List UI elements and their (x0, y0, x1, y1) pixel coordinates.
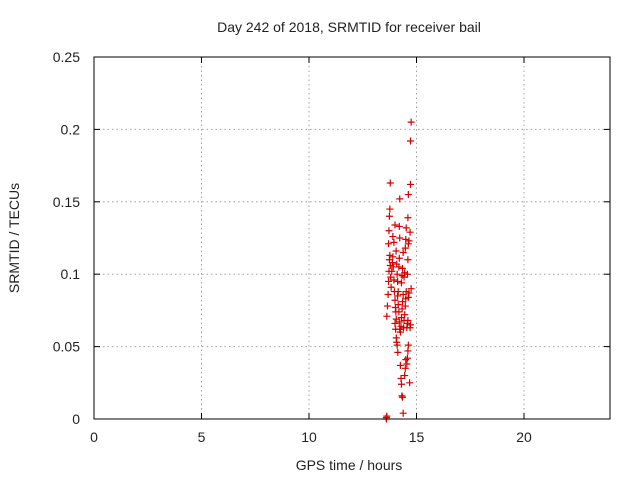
data-point (401, 311, 409, 319)
data-point (384, 290, 392, 298)
data-point (404, 317, 412, 325)
data-point (401, 302, 409, 310)
data-point (393, 341, 401, 349)
x-tick-label: 0 (90, 429, 98, 445)
data-points (382, 118, 415, 423)
data-point (405, 237, 413, 245)
data-point (383, 312, 391, 320)
data-point (395, 263, 403, 271)
data-point (399, 264, 407, 272)
data-point (385, 212, 393, 220)
y-tick-label: 0.1 (61, 266, 81, 282)
data-point (404, 341, 412, 349)
data-point (399, 393, 407, 401)
data-point (397, 380, 405, 388)
data-point (388, 267, 396, 275)
x-tick-label: 5 (198, 429, 206, 445)
data-point (392, 247, 400, 255)
data-point (394, 348, 402, 356)
y-axis-label: SRMTID / TECUs (6, 183, 22, 293)
data-point (406, 137, 414, 145)
data-point (390, 276, 398, 284)
data-point (405, 289, 413, 297)
data-point (403, 360, 411, 368)
data-point (403, 354, 411, 362)
data-point (406, 321, 414, 329)
data-point (404, 214, 412, 222)
x-tick-label: 20 (516, 429, 532, 445)
data-point (404, 293, 412, 301)
data-point (406, 379, 414, 387)
data-point (386, 179, 394, 187)
data-point (389, 233, 397, 241)
y-tick-label: 0.2 (61, 121, 81, 137)
x-tick-label: 15 (409, 429, 425, 445)
data-point (385, 227, 393, 235)
data-point (402, 356, 410, 364)
data-point (396, 195, 404, 203)
data-point (393, 270, 401, 278)
data-point (397, 279, 405, 287)
data-point (402, 224, 410, 232)
data-point (386, 251, 394, 259)
data-point (403, 270, 411, 278)
grid (94, 57, 610, 419)
data-point (394, 301, 402, 309)
y-tick-label: 0.15 (53, 194, 80, 210)
data-point (404, 191, 412, 199)
data-point (399, 409, 407, 417)
chart-title: Day 242 of 2018, SRMTID for receiver bai… (217, 19, 481, 35)
data-point (402, 235, 410, 243)
x-axis-label: GPS time / hours (296, 457, 403, 473)
data-point (401, 364, 409, 372)
data-point (391, 221, 399, 229)
data-point (406, 228, 414, 236)
data-point (394, 292, 402, 300)
x-tick-label: 10 (301, 429, 317, 445)
data-point (395, 222, 403, 230)
data-point (386, 205, 394, 213)
data-point (385, 277, 393, 285)
data-point (383, 302, 391, 310)
y-tick-label: 0.25 (53, 49, 80, 65)
data-point (406, 180, 414, 188)
data-point (401, 244, 409, 252)
data-point (385, 240, 393, 248)
data-point (395, 254, 403, 262)
plot-frame (93, 56, 611, 420)
data-point (398, 392, 406, 400)
data-point (394, 288, 402, 296)
y-tick-label: 0 (72, 411, 80, 427)
data-point (404, 256, 412, 264)
y-tick-label: 0.05 (53, 339, 80, 355)
data-point (390, 238, 398, 246)
data-point (396, 328, 404, 336)
axes: 0 5 10 15 20 0 0.05 0.1 0.15 0.2 0.25 (53, 49, 610, 445)
data-point (389, 253, 397, 261)
data-point (401, 372, 409, 380)
data-point (391, 319, 399, 327)
data-point (387, 283, 395, 291)
data-point (407, 118, 415, 126)
data-point (396, 234, 404, 242)
data-point (395, 318, 403, 326)
data-point (394, 277, 402, 285)
data-point (391, 296, 399, 304)
data-point (396, 361, 404, 369)
data-point (399, 248, 407, 256)
data-point (407, 285, 415, 293)
